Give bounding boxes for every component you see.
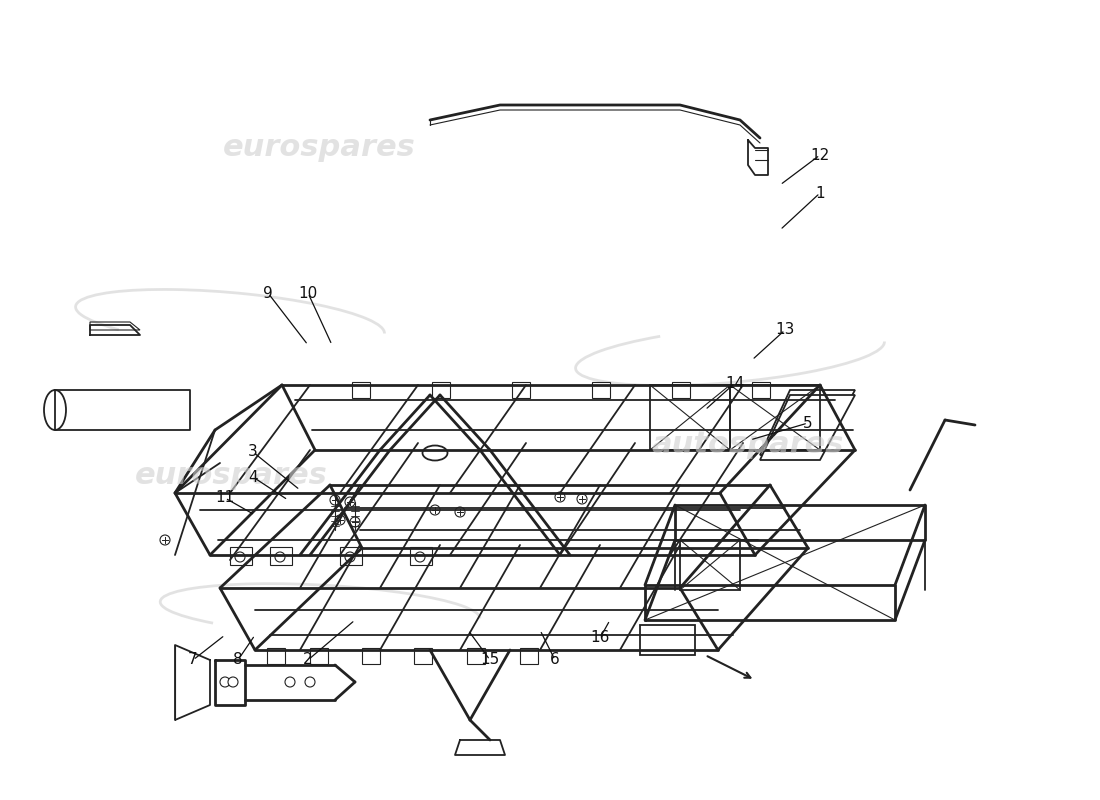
Circle shape <box>455 507 465 517</box>
Bar <box>340 547 362 565</box>
Ellipse shape <box>44 390 66 430</box>
Bar <box>432 382 450 398</box>
Bar <box>267 648 285 664</box>
Text: 11: 11 <box>216 490 234 506</box>
Circle shape <box>235 552 245 562</box>
Bar <box>414 648 432 664</box>
Ellipse shape <box>422 446 448 461</box>
Bar <box>230 547 252 565</box>
Circle shape <box>220 677 230 687</box>
Circle shape <box>415 552 425 562</box>
Polygon shape <box>760 395 855 460</box>
Circle shape <box>160 535 170 545</box>
Polygon shape <box>760 390 855 455</box>
Text: 6: 6 <box>550 653 560 667</box>
Text: 14: 14 <box>725 375 745 390</box>
Circle shape <box>350 517 360 527</box>
Bar <box>752 382 770 398</box>
Bar <box>512 382 530 398</box>
Circle shape <box>228 677 238 687</box>
Text: autospares: autospares <box>652 430 844 458</box>
Text: 8: 8 <box>233 653 243 667</box>
Text: 13: 13 <box>776 322 794 338</box>
Text: 5: 5 <box>803 415 813 430</box>
Bar <box>468 648 485 664</box>
Bar <box>672 382 690 398</box>
Circle shape <box>345 552 355 562</box>
Circle shape <box>275 552 285 562</box>
Text: 4: 4 <box>249 470 257 485</box>
Text: 3: 3 <box>249 445 257 459</box>
Circle shape <box>578 494 587 504</box>
Text: 10: 10 <box>298 286 318 301</box>
Circle shape <box>345 497 355 507</box>
Bar <box>410 547 432 565</box>
Bar <box>352 382 370 398</box>
Text: 12: 12 <box>811 147 829 162</box>
Circle shape <box>330 495 340 505</box>
Text: 15: 15 <box>481 653 499 667</box>
Circle shape <box>556 492 565 502</box>
Circle shape <box>285 677 295 687</box>
Polygon shape <box>680 540 740 590</box>
Text: 1: 1 <box>815 186 825 201</box>
Text: 7: 7 <box>188 653 198 667</box>
Bar <box>270 547 292 565</box>
Circle shape <box>305 677 315 687</box>
Bar <box>362 648 380 664</box>
Bar <box>310 648 328 664</box>
Circle shape <box>430 505 440 515</box>
Bar <box>520 648 538 664</box>
Text: 9: 9 <box>263 286 273 301</box>
Circle shape <box>336 515 345 525</box>
Text: eurospares: eurospares <box>134 462 328 490</box>
Text: eurospares: eurospares <box>222 134 416 162</box>
Bar <box>640 625 695 655</box>
Bar <box>592 382 611 398</box>
Text: 16: 16 <box>591 630 609 646</box>
Text: 2: 2 <box>304 653 312 667</box>
